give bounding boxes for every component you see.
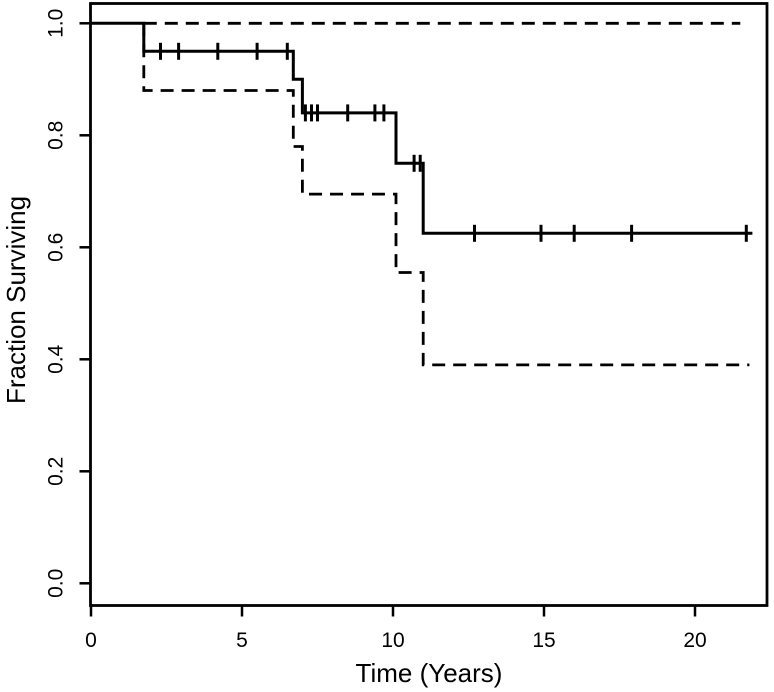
series-lines	[91, 21, 753, 367]
ci-lower-line	[142, 23, 750, 367]
plot-border	[89, 2, 769, 607]
y-axis-title: Fraction Surviving	[1, 196, 31, 404]
y-tick-label: 0.6	[45, 233, 68, 262]
y-tick-label: 0.8	[45, 121, 68, 150]
survival-estimate-line	[91, 21, 753, 235]
censor-marks	[159, 42, 748, 242]
x-tick-label: 10	[381, 629, 404, 652]
x-tick-label: 15	[532, 629, 555, 652]
y-tick-label: 1.0	[45, 9, 68, 38]
y-tick-label: 0.0	[45, 569, 68, 598]
x-axis: 0 5 10 15 20	[85, 605, 707, 652]
x-tick-label: 0	[85, 629, 97, 652]
y-tick-label: 0.2	[45, 457, 68, 486]
y-axis: 0.0 0.2 0.4 0.6 0.8 1.0	[45, 9, 91, 598]
x-tick-label: 20	[683, 629, 706, 652]
y-tick-label: 0.4	[45, 344, 68, 374]
x-tick-label: 5	[236, 629, 248, 652]
x-axis-title: Time (Years)	[356, 658, 503, 688]
